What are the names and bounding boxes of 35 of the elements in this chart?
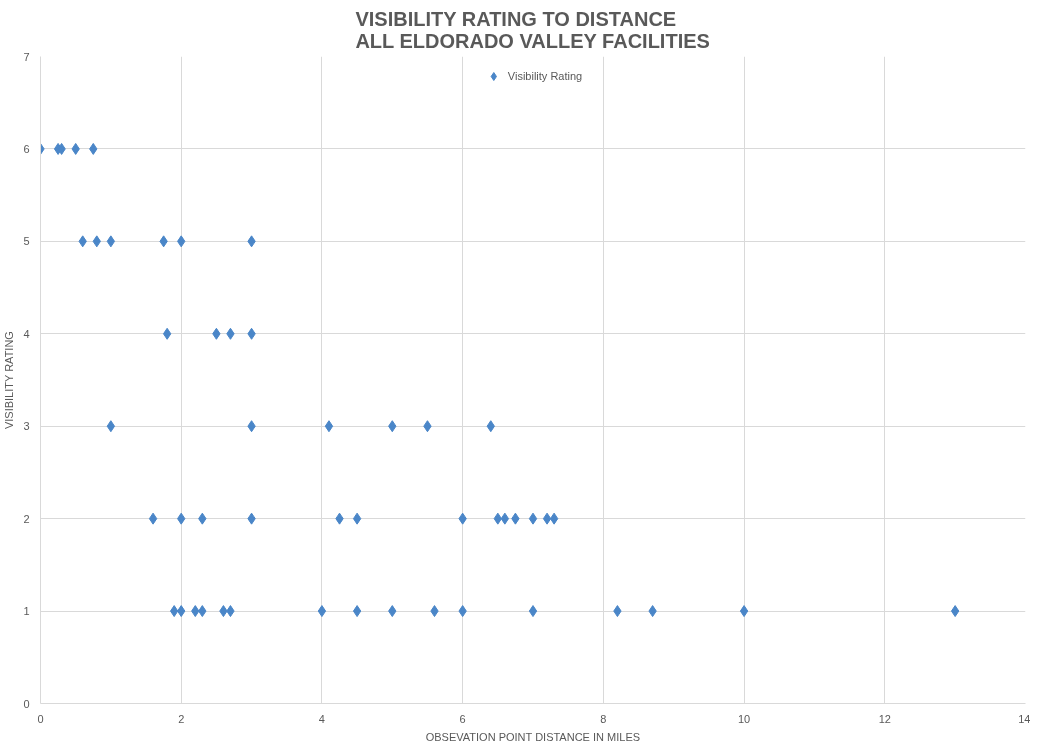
legend-label: Visibility Rating — [507, 70, 583, 82]
chart-title: VISIBILITY RATING TO DISTANCE ALL ELDORADO VALLEY FACILITIES — [355, 7, 710, 52]
point — [542, 512, 552, 525]
x-tick-label: 10 — [737, 712, 751, 725]
y-tick-label: 6 — [23, 142, 30, 155]
y-tick-label: 1 — [23, 605, 30, 618]
point — [352, 605, 362, 618]
point — [352, 512, 362, 525]
point — [106, 420, 116, 433]
point — [950, 605, 960, 618]
x-tick-label: 8 — [600, 712, 607, 725]
x-tick-label: 0 — [37, 712, 44, 725]
y-tick-label: 3 — [23, 420, 30, 433]
x-tick-label: 14 — [1018, 712, 1031, 725]
x-tick-label: 6 — [459, 712, 466, 725]
y-tick-label: 0 — [23, 697, 30, 710]
point — [317, 605, 327, 618]
y-axis-title: VISIBILITY RATING — [3, 331, 16, 430]
y-tick-label: 4 — [23, 327, 30, 340]
point — [739, 605, 749, 618]
y-tick-label: 2 — [23, 512, 30, 525]
point — [106, 235, 116, 248]
x-tick-label: 2 — [178, 712, 185, 725]
point — [148, 512, 158, 525]
point — [500, 512, 510, 525]
x-tick-label: 4 — [318, 712, 325, 725]
point — [549, 512, 559, 525]
point — [528, 512, 538, 525]
x-tick-label: 12 — [878, 712, 891, 725]
y-tick-label: 7 — [23, 50, 30, 63]
x-axis-title: OBSEVATION POINT DISTANCE IN MILES — [425, 730, 641, 743]
point — [162, 327, 172, 340]
point — [324, 420, 334, 433]
point — [528, 605, 538, 618]
y-tick-label: 5 — [23, 235, 30, 248]
